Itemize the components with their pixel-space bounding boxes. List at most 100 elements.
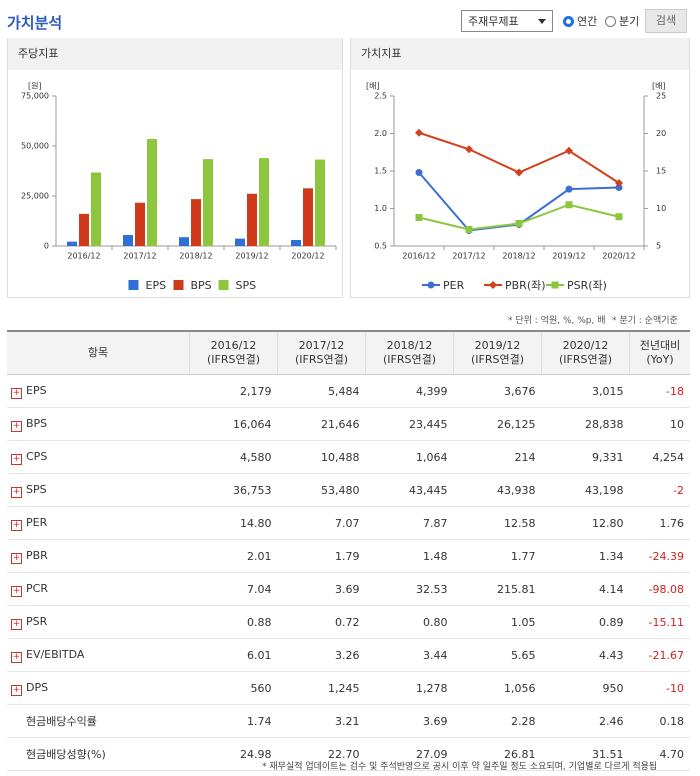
cell: 36,753 <box>189 473 278 507</box>
period-header: 2019/12 (IFRS연결) <box>453 331 542 375</box>
point <box>565 201 573 209</box>
point <box>427 281 435 289</box>
cell: 21,646 <box>277 407 366 441</box>
y2-tick-label: 5 <box>656 242 661 251</box>
cell: 4,254 <box>629 440 690 474</box>
value: 4,399 <box>416 384 448 398</box>
cell: 7.04 <box>189 572 278 606</box>
basis: (IFRS연결) <box>558 353 613 366</box>
radio-annual[interactable]: 연간 <box>563 13 597 29</box>
period: 2017/12 <box>298 339 345 352</box>
cell: -21.67 <box>629 638 690 672</box>
value: 7.04 <box>247 582 272 596</box>
value: 7.07 <box>335 516 360 530</box>
cell: 4.43 <box>541 638 630 672</box>
cell: 1.74 <box>189 704 278 738</box>
point <box>489 281 497 289</box>
expand-icon[interactable]: + <box>11 585 22 597</box>
point <box>465 145 473 154</box>
value: 6.01 <box>247 648 272 662</box>
point <box>565 146 573 155</box>
y-tick-label: 2.5 <box>374 92 387 101</box>
value: 26,125 <box>497 417 536 431</box>
value: 21,646 <box>321 417 360 431</box>
value: 4,580 <box>240 450 272 464</box>
value-table: 항목 2016/12 (IFRS연결) 2017/12 (IFRS연결) 2018/12(… <box>7 330 690 771</box>
cell: 1.76 <box>629 506 690 540</box>
cell: 1,064 <box>365 440 454 474</box>
yoy-label: 전년대비 <box>639 339 681 352</box>
basis: (IFRS연결) <box>206 353 261 366</box>
cell: 32.53 <box>365 572 454 606</box>
label: PCR <box>26 581 48 595</box>
row-label: 현금배당성향(%) <box>7 737 190 771</box>
expand-icon[interactable]: + <box>11 519 22 531</box>
value: 5,484 <box>328 384 360 398</box>
cell: 3.21 <box>277 704 366 738</box>
statement-select[interactable]: 주재무제표 <box>461 10 553 32</box>
expand-icon[interactable]: + <box>11 651 22 663</box>
label: 현금배당성향(%) <box>26 748 106 761</box>
chart-panel: 주당지표 [원] 0 25,000 50,000 75,000 2016/12 2017/1… <box>7 38 343 298</box>
radio-quarter[interactable]: 분기 <box>605 13 639 29</box>
expand-icon[interactable]: + <box>11 618 22 630</box>
bar <box>315 159 325 246</box>
value: 0.18 <box>659 714 685 728</box>
cell: 4.14 <box>541 572 630 606</box>
cell: 12.58 <box>453 506 542 540</box>
value: 3.69 <box>423 714 448 728</box>
value: 2.46 <box>599 714 624 728</box>
value: 28,838 <box>585 417 624 431</box>
legend-label: PER <box>443 279 465 292</box>
bar <box>67 241 77 246</box>
value: 1.79 <box>335 549 360 563</box>
value: 1,245 <box>328 681 360 695</box>
x-tick-label: 2020/12 <box>291 252 324 261</box>
value: 0.89 <box>599 615 624 629</box>
expand-icon[interactable]: + <box>11 420 22 432</box>
yoy-header: 전년대비 (YoY) <box>629 331 690 375</box>
row-label: + EPS <box>7 374 190 408</box>
y-axis-label: [원] <box>28 82 42 91</box>
row-label: + PBR <box>7 539 190 573</box>
value: 1.74 <box>247 714 272 728</box>
x-tick-label: 2018/12 <box>502 252 535 261</box>
legend-swatch <box>128 280 139 290</box>
value: 12.80 <box>592 516 624 530</box>
value: 4.43 <box>599 648 624 662</box>
x-tick-label: 2016/12 <box>402 252 435 261</box>
search-button[interactable]: 검색 <box>645 9 687 33</box>
value: 214 <box>514 450 536 464</box>
value: 23,445 <box>409 417 448 431</box>
value: 3,015 <box>592 384 624 398</box>
cell: 0.88 <box>189 605 278 639</box>
y2-tick-label: 15 <box>656 167 666 176</box>
label: EV/EBITDA <box>26 647 85 661</box>
row-label: + PSR <box>7 605 190 639</box>
cell: 26.81 <box>453 737 542 771</box>
table-row: + BPS 16,064 21,646 23,445 26,125 28,838 10 <box>7 407 690 441</box>
expand-icon[interactable]: + <box>11 684 22 696</box>
bar <box>135 202 145 246</box>
row-label: + PER <box>7 506 190 540</box>
cell: 3.26 <box>277 638 366 672</box>
basis: (IFRS연결) <box>470 353 525 366</box>
value: 5.65 <box>511 648 536 662</box>
expand-icon[interactable]: + <box>11 387 22 399</box>
label: 현금배당수익률 <box>26 715 97 728</box>
units-note: * 단위 : 억원, %, %p, 배 <box>508 316 606 326</box>
expand-icon[interactable]: + <box>11 552 22 564</box>
value: 12.58 <box>504 516 536 530</box>
value: 560 <box>250 681 272 695</box>
expand-icon[interactable]: + <box>11 486 22 498</box>
bar <box>123 235 133 246</box>
basis: (IFRS연결) <box>294 353 349 366</box>
cell: 560 <box>189 671 278 705</box>
value: -24.39 <box>648 549 684 563</box>
cell: 950 <box>541 671 630 705</box>
value: 27.09 <box>416 747 448 761</box>
cell: -15.11 <box>629 605 690 639</box>
expand-icon[interactable]: + <box>11 453 22 465</box>
value: 3.44 <box>423 648 448 662</box>
cell: 0.89 <box>541 605 630 639</box>
